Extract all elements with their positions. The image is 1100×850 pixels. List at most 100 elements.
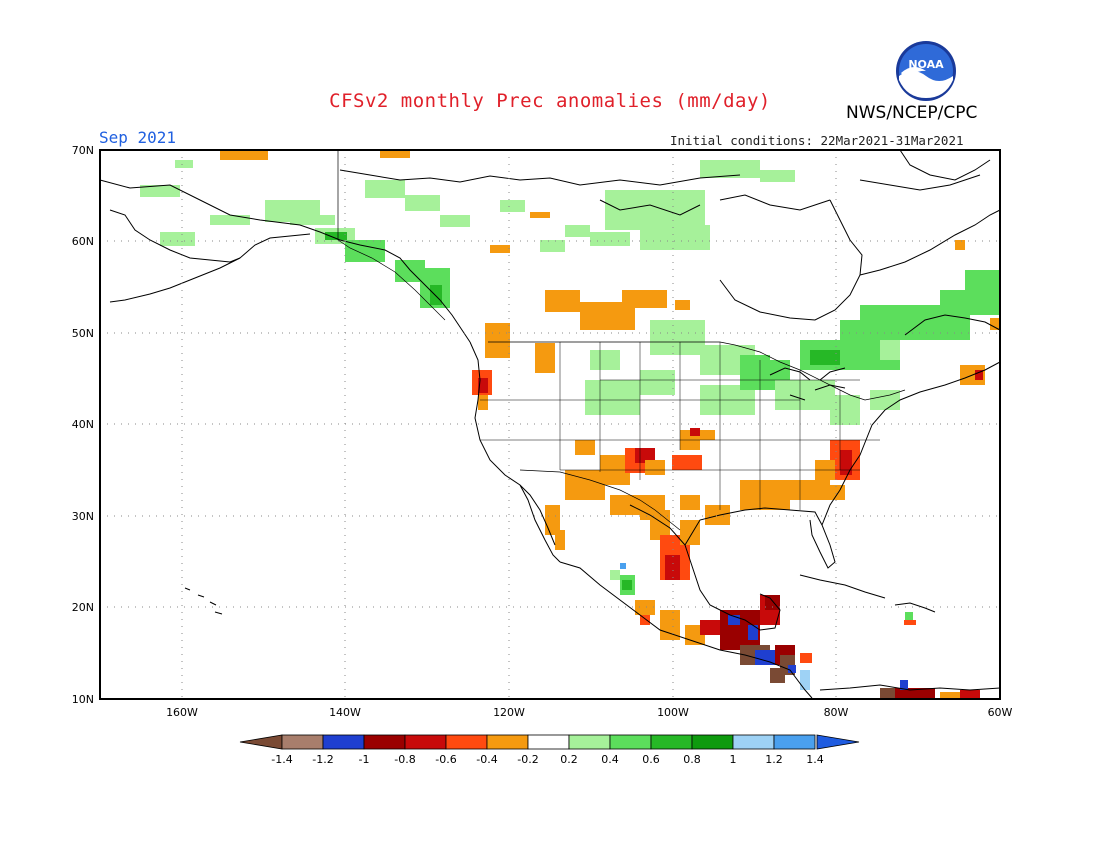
anomaly-cell <box>485 323 510 358</box>
anomaly-cell <box>590 232 630 246</box>
legend-label: -0.4 <box>476 753 497 766</box>
legend-label: 0.8 <box>683 753 701 766</box>
anomaly-cell <box>960 690 980 699</box>
legend-labels: -1.4 -1.2 -1 -0.8 -0.6 -0.4 -0.2 0.2 0.4… <box>271 753 823 766</box>
legend-color-box <box>527 734 570 750</box>
lat-label: 70N <box>72 144 94 157</box>
legend-label: 0.4 <box>601 753 619 766</box>
anomaly-cell <box>800 670 810 690</box>
anomaly-cell <box>700 160 760 178</box>
labrador <box>859 209 1001 276</box>
anomaly-cell <box>220 150 268 160</box>
hawaii-islands <box>184 587 223 615</box>
alaska-canada-border <box>337 150 446 321</box>
legend-color-box <box>281 734 324 750</box>
anomaly-cell <box>770 668 785 683</box>
legend-label: -1.2 <box>312 753 333 766</box>
legend-color-box <box>404 734 447 750</box>
anomaly-cell <box>565 470 605 500</box>
legend-label: 0.2 <box>560 753 578 766</box>
anomaly-cell <box>975 370 983 380</box>
south-america-coast <box>819 684 1001 691</box>
lat-label: 10N <box>72 693 94 706</box>
anomaly-cell <box>555 530 565 550</box>
anomaly-cell <box>728 615 740 625</box>
anomaly-cell <box>640 225 710 250</box>
anomaly-cell <box>160 232 195 246</box>
forecast-month: Sep 2021 <box>99 128 177 147</box>
legend-color-box <box>609 734 652 750</box>
legend-label: -0.6 <box>435 753 456 766</box>
legend-label: -0.2 <box>517 753 538 766</box>
anomaly-cell <box>535 343 555 373</box>
arctic-islands <box>599 174 981 216</box>
lon-axis-labels: 160W 140W 120W 100W 80W 60W <box>166 706 1012 719</box>
anomaly-cell <box>345 240 385 262</box>
anomaly-cell <box>700 430 715 440</box>
anomaly-cell <box>635 600 655 615</box>
lat-label: 30N <box>72 510 94 523</box>
lon-label: 160W <box>166 706 198 719</box>
anomaly-cell <box>640 370 675 395</box>
us-mexico-border <box>519 469 681 531</box>
lon-label: 120W <box>493 706 525 719</box>
anomaly-cell <box>955 240 965 250</box>
alaska-peninsula <box>109 257 241 303</box>
anomaly-cell <box>610 495 640 515</box>
anomaly-cell <box>620 563 626 569</box>
greenland-coast <box>899 149 991 181</box>
anomaly-cell <box>680 520 700 545</box>
anomaly-cell <box>140 185 180 197</box>
legend-color-box <box>445 734 488 750</box>
political-borders <box>337 150 906 531</box>
legend-color-box <box>568 734 611 750</box>
anomaly-cell <box>880 688 895 699</box>
anomaly-cell <box>380 150 410 158</box>
gulf-of-st-lawrence <box>904 314 1001 336</box>
anomaly-cell <box>775 380 835 410</box>
legend-color-box <box>650 734 693 750</box>
legend-label: -1 <box>359 753 370 766</box>
anomaly-cell <box>990 318 1000 330</box>
noaa-logo: NOAA <box>896 41 956 101</box>
anomaly-cell <box>478 378 488 393</box>
anomaly-cell <box>575 440 595 455</box>
hudson-bay <box>719 199 863 321</box>
anomaly-cell <box>440 215 470 227</box>
anomaly-cell <box>748 625 758 640</box>
mexico-west-coast <box>559 561 813 699</box>
lat-label: 50N <box>72 327 94 340</box>
anomaly-cell <box>940 692 965 699</box>
legend-high-arrow <box>816 734 860 750</box>
anomaly-cell <box>210 215 250 225</box>
coastlines <box>99 149 1001 699</box>
anomaly-cell <box>760 170 795 182</box>
us-gulf <box>684 507 836 569</box>
anomaly-cell <box>788 665 796 673</box>
anomaly-cell <box>675 300 690 310</box>
anomaly-cell <box>895 688 935 699</box>
legend-color-box <box>486 734 529 750</box>
anomaly-cell <box>430 285 442 305</box>
legend-color-box <box>732 734 775 750</box>
chart-title: CFSv2 monthly Prec anomalies (mm/day) <box>329 90 771 112</box>
legend-label: -1.4 <box>271 753 292 766</box>
anomaly-cell <box>904 620 916 625</box>
anomaly-cell <box>478 395 488 410</box>
anomaly-cells <box>140 150 1000 699</box>
legend-label: 1.4 <box>806 753 824 766</box>
gridlines <box>100 150 1000 699</box>
anomaly-cell <box>770 480 800 500</box>
anomaly-cell <box>530 212 550 218</box>
state-lines <box>480 342 880 510</box>
arctic-coast <box>339 169 741 186</box>
anomaly-cell <box>490 245 510 253</box>
legend-label: 1.2 <box>765 753 783 766</box>
west-coast-us <box>469 341 556 546</box>
anomaly-cell <box>622 290 667 308</box>
anomaly-cell <box>690 428 700 436</box>
anomaly-cell <box>755 650 775 665</box>
anomaly-cell <box>800 480 830 500</box>
anomaly-cell <box>680 495 700 510</box>
